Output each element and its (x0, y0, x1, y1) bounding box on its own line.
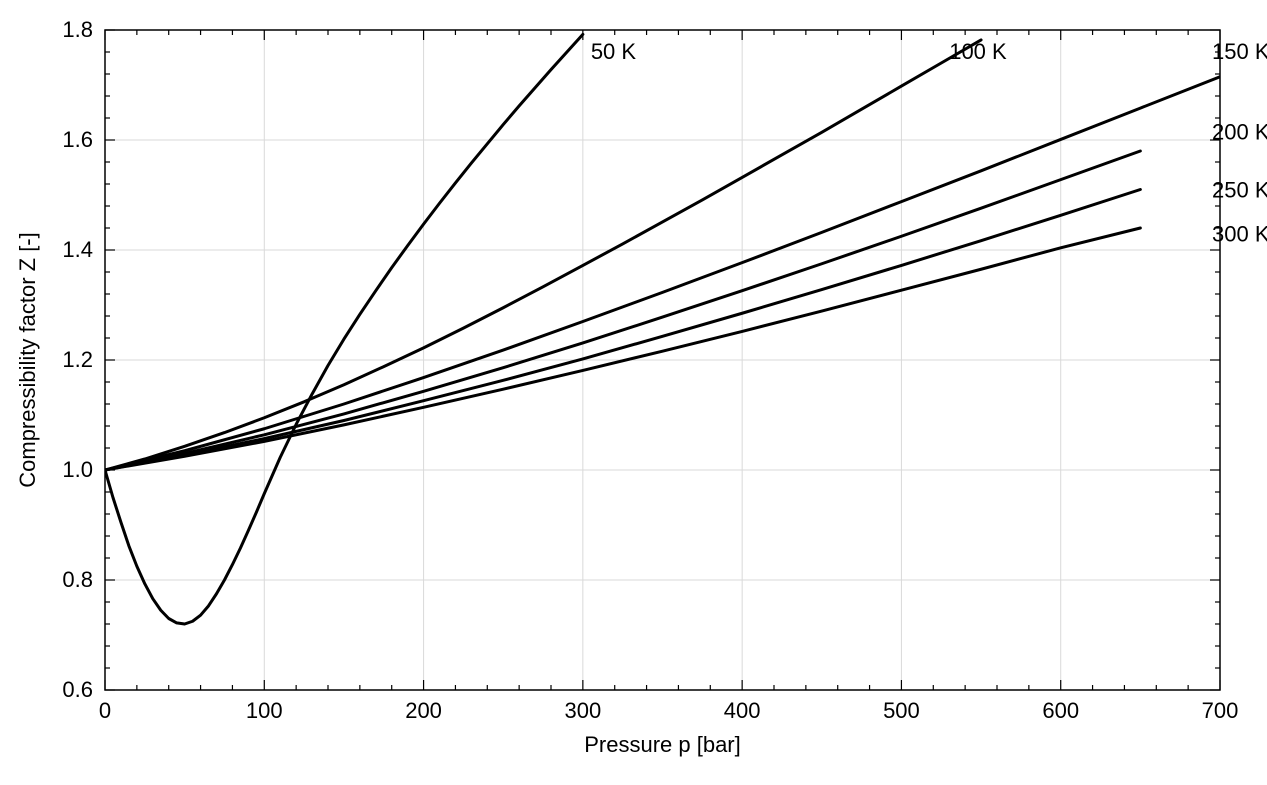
chart-background (0, 0, 1267, 785)
series-label: 250 K (1212, 178, 1267, 203)
x-tick-label: 400 (724, 698, 761, 723)
y-tick-label: 1.0 (62, 457, 93, 482)
x-tick-label: 700 (1202, 698, 1239, 723)
chart-container: 0 100 200 300 400 500 600 700 0.6 0.8 1.0 1.2 1.4 1.6… (0, 0, 1267, 785)
x-axis-label: Pressure p [bar] (584, 732, 741, 757)
x-tick-label: 600 (1042, 698, 1079, 723)
x-tick-label: 500 (883, 698, 920, 723)
x-tick-label: 200 (405, 698, 442, 723)
y-axis-label: Compressibility factor Z [-] (15, 232, 40, 488)
y-tick-label: 0.6 (62, 677, 93, 702)
series-label: 300 K (1212, 222, 1267, 247)
y-tick-label: 1.8 (62, 17, 93, 42)
series-label: 100 K (949, 39, 1007, 64)
compressibility-chart: 0 100 200 300 400 500 600 700 0.6 0.8 1.0 1.2 1.4 1.6… (0, 0, 1267, 785)
y-tick-label: 1.6 (62, 127, 93, 152)
series-label: 200 K (1212, 119, 1267, 144)
x-tick-label: 0 (99, 698, 111, 723)
x-tick-label: 300 (564, 698, 601, 723)
y-tick-label: 1.2 (62, 347, 93, 372)
series-label: 50 K (591, 39, 637, 64)
y-tick-label: 0.8 (62, 567, 93, 592)
series-label: 150 K (1212, 39, 1267, 64)
y-tick-label: 1.4 (62, 237, 93, 262)
x-tick-label: 100 (246, 698, 283, 723)
